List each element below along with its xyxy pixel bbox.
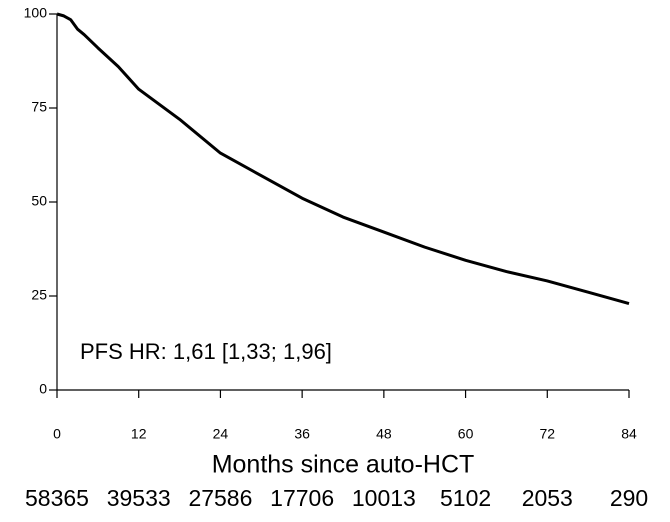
- x-tick-label: 84: [621, 426, 637, 442]
- x-tick-label: 60: [458, 426, 474, 442]
- at-risk-count: 290: [610, 485, 648, 511]
- at-risk-count: 10013: [352, 485, 416, 511]
- at-risk-count: 17706: [270, 485, 334, 511]
- at-risk-count: 39533: [107, 485, 171, 511]
- at-risk-count: 27586: [188, 485, 252, 511]
- at-risk-count: 58365: [25, 485, 89, 511]
- x-tick-label: 72: [539, 426, 555, 442]
- x-tick-label: 12: [131, 426, 147, 442]
- x-tick-label: 0: [53, 426, 61, 442]
- y-tick-label: 75: [31, 99, 47, 115]
- x-tick-label: 24: [213, 426, 229, 442]
- x-tick-label: 36: [294, 426, 310, 442]
- x-axis-label: Months since auto-HCT: [212, 451, 475, 479]
- y-tick-label: 50: [31, 193, 47, 209]
- y-tick-label: 25: [31, 287, 47, 303]
- y-tick-label: 100: [24, 5, 48, 21]
- survival-curve: [56, 12, 630, 305]
- at-risk-count: 2053: [522, 485, 573, 511]
- at-risk-count: 5102: [440, 485, 491, 511]
- annotation: PFS HR: 1,61 [1,33; 1,96]: [80, 339, 332, 364]
- y-tick-label: 0: [39, 381, 47, 397]
- x-tick-label: 48: [376, 426, 392, 442]
